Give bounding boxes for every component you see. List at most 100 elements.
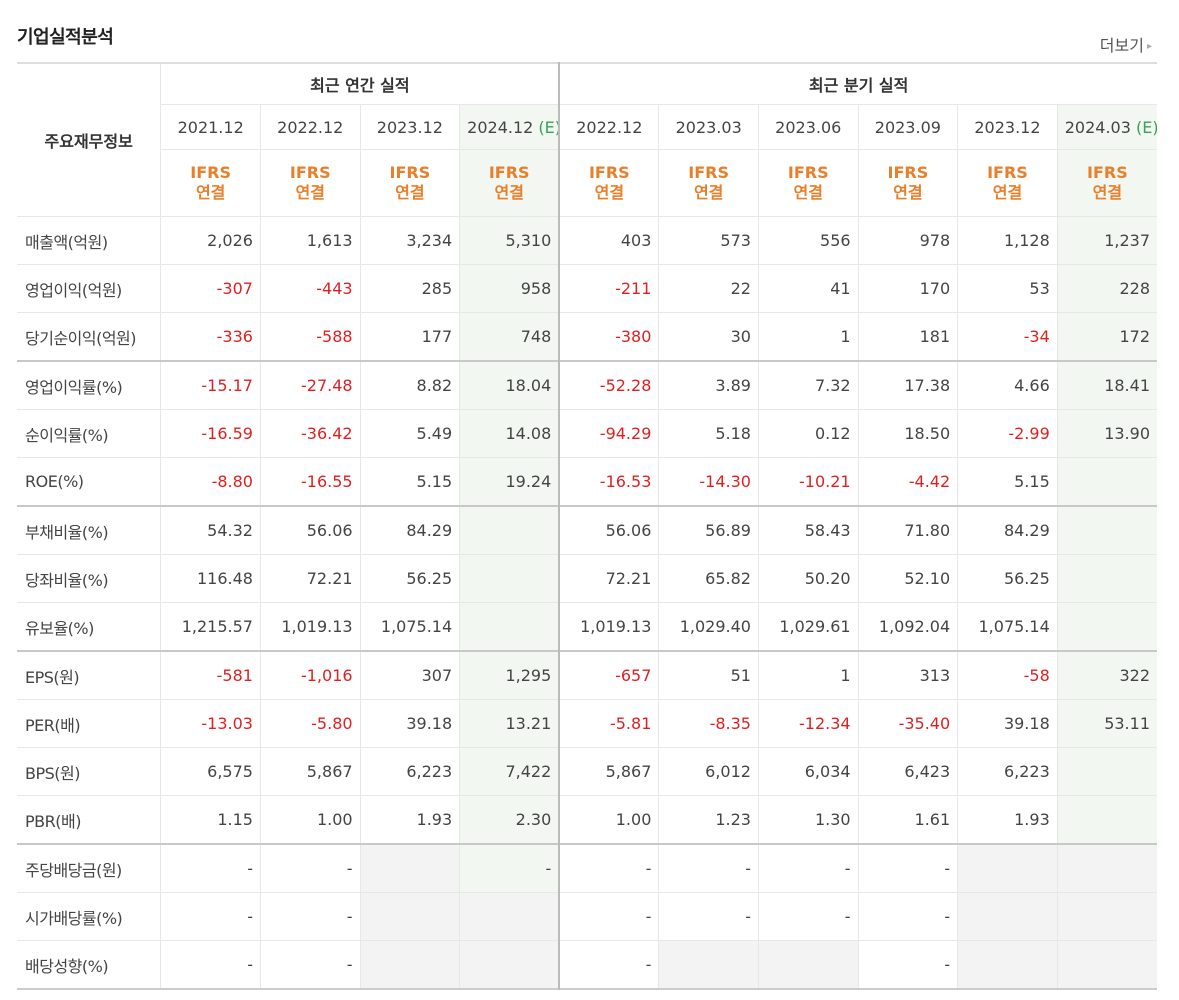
table-cell: 1,075.14	[359, 602, 460, 652]
table-cell: 1,075.14	[957, 602, 1058, 652]
table-cell	[459, 892, 560, 941]
table-cell: -58	[957, 650, 1058, 700]
table-cell: 172	[1056, 312, 1157, 362]
table-cell: 556	[757, 216, 859, 265]
chevron-right-icon: ▸	[1146, 41, 1152, 52]
row-label: ROE(%)	[17, 457, 161, 507]
period-header: 2024.03 (E)	[1056, 104, 1157, 150]
table-cell	[459, 505, 560, 555]
table-cell: 1.23	[658, 795, 759, 845]
table-cell: -	[558, 940, 659, 990]
table-cell: 6,012	[658, 747, 759, 796]
table-cell: 1.93	[957, 795, 1058, 845]
table-cell: -	[558, 892, 659, 941]
period-label: 2023.03	[675, 117, 742, 137]
table-cell: 30	[658, 312, 759, 362]
period-label: 2023.09	[874, 117, 941, 137]
table-row: 배당성향(%) - - - -	[17, 940, 1157, 990]
table-cell: 71.80	[857, 505, 958, 555]
table-cell: 54.32	[160, 505, 261, 555]
table-cell: 6,223	[957, 747, 1058, 796]
table-cell: -16.59	[160, 409, 261, 458]
accounting-standard: IFRS 연결	[957, 149, 1058, 217]
ifrs-label: IFRS	[190, 163, 232, 182]
table-cell: 958	[459, 264, 560, 313]
table-cell: 5.49	[359, 409, 460, 458]
table-cell: 58.43	[757, 505, 859, 555]
table-cell: 1,029.40	[658, 602, 759, 652]
consolidated-label: 연결	[1092, 183, 1123, 202]
ifrs-label: IFRS	[488, 163, 530, 182]
table-cell: 5,310	[459, 216, 560, 265]
table-cell: 5.15	[359, 457, 460, 507]
table-cell: 6,034	[757, 747, 859, 796]
consolidated-label: 연결	[992, 183, 1023, 202]
period-header: 2023.12	[359, 104, 460, 150]
table-cell	[1056, 843, 1157, 893]
table-cell: 6,423	[857, 747, 958, 796]
table-cell	[459, 940, 560, 990]
consolidated-label: 연결	[494, 183, 524, 202]
table-row: 매출액(억원) 2,026 1,613 3,234 5,310 403 573 556 978 1…	[17, 216, 1157, 265]
table-cell: 2,026	[160, 216, 261, 265]
table-cell: 116.48	[160, 554, 261, 603]
table-cell: -	[857, 892, 958, 941]
table-cell: -34	[957, 312, 1058, 362]
period-label: 2024.12	[467, 117, 534, 137]
table-cell: -8.80	[160, 457, 261, 507]
consolidated-label: 연결	[594, 183, 625, 202]
table-row: 당좌비율(%) 116.48 72.21 56.25 72.21 65.82 50.20 52…	[17, 554, 1157, 603]
table-cell: 285	[359, 264, 460, 313]
row-label: 당좌비율(%)	[17, 554, 161, 603]
table-row: 영업이익(억원) -307 -443 285 958 -211 22 41 170 53 228	[17, 264, 1157, 313]
row-label: 주당배당금(원)	[17, 843, 161, 893]
table-cell: 53	[957, 264, 1058, 313]
table-cell: 1.61	[857, 795, 958, 845]
table-cell: -10.21	[757, 457, 859, 507]
accounting-standard: IFRS 연결	[558, 149, 659, 217]
table-cell: 1,215.57	[160, 602, 261, 652]
accounting-standard: IFRS 연결	[757, 149, 859, 217]
table-cell: 0.12	[757, 409, 859, 458]
period-label: 2024.03	[1064, 117, 1131, 137]
row-label: 유보율(%)	[17, 602, 161, 652]
accounting-standard: IFRS 연결	[459, 149, 560, 217]
table-cell: -52.28	[558, 360, 659, 410]
period-header: 2023.09	[857, 104, 958, 150]
table-cell: 1,029.61	[757, 602, 859, 652]
table-cell: 228	[1056, 264, 1157, 313]
table-cell: 39.18	[359, 699, 460, 748]
quarter-group-header: 최근 분기 실적	[558, 63, 1157, 105]
table-cell: 84.29	[957, 505, 1058, 555]
accounting-standard: IFRS 연결	[160, 149, 261, 217]
table-cell: -5.80	[259, 699, 361, 748]
period-label: 2022.12	[277, 117, 344, 137]
accounting-standard: IFRS 연결	[658, 149, 759, 217]
period-label: 2023.06	[775, 117, 842, 137]
section-title: 기업실적분석	[17, 27, 114, 48]
table-cell: 5.18	[658, 409, 759, 458]
ifrs-label: IFRS	[588, 163, 630, 182]
period-header: 2022.12	[259, 104, 361, 150]
table-cell: -	[658, 892, 759, 941]
table-cell: 1	[757, 312, 859, 362]
table-cell: 14.08	[459, 409, 560, 458]
table-cell: -	[857, 843, 958, 893]
table-cell: 181	[857, 312, 958, 362]
table-cell: -	[259, 892, 361, 941]
table-cell: -16.55	[259, 457, 361, 507]
table-cell: -	[658, 843, 759, 893]
table-cell	[1056, 602, 1157, 652]
more-link[interactable]: 더보기 ▸	[1100, 32, 1152, 56]
table-cell: 53.11	[1056, 699, 1157, 748]
period-header: 2023.12	[957, 104, 1058, 150]
table-cell: -15.17	[160, 360, 261, 410]
estimate-mark: (E)	[1136, 117, 1157, 137]
ifrs-label: IFRS	[987, 163, 1028, 182]
table-cell: 1,613	[259, 216, 361, 265]
table-cell	[1056, 505, 1157, 555]
table-cell: 1,237	[1056, 216, 1157, 265]
period-header: 2023.06	[757, 104, 859, 150]
table-cell: 52.10	[857, 554, 958, 603]
table-cell: 50.20	[757, 554, 859, 603]
